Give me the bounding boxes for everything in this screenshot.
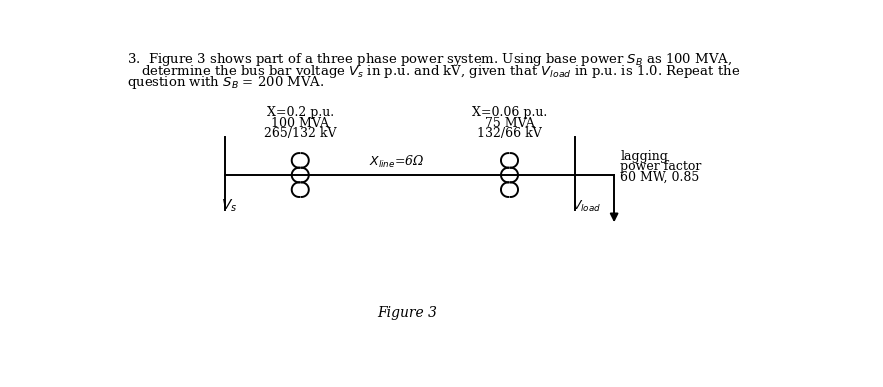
Text: $X_{line}$=6Ω: $X_{line}$=6Ω xyxy=(369,154,425,170)
Text: 60 MW, 0.85: 60 MW, 0.85 xyxy=(621,171,699,184)
Text: Figure 3: Figure 3 xyxy=(377,306,437,320)
Text: 100 MVA: 100 MVA xyxy=(271,116,329,130)
Text: determine the bus bar voltage $V_s$ in p.u. and kV, given that $V_{load}$ in p.u: determine the bus bar voltage $V_s$ in p… xyxy=(141,63,741,80)
Text: power factor: power factor xyxy=(621,160,702,173)
Text: lagging: lagging xyxy=(621,150,668,163)
Text: $V_{load}$: $V_{load}$ xyxy=(571,199,600,214)
Text: 75 MVA: 75 MVA xyxy=(485,116,534,130)
Text: X=0.06 p.u.: X=0.06 p.u. xyxy=(472,106,547,119)
Text: 132/66 kV: 132/66 kV xyxy=(477,127,542,140)
Text: 3.  Figure 3 shows part of a three phase power system. Using base power $S_B$ as: 3. Figure 3 shows part of a three phase … xyxy=(127,51,733,68)
Text: $V_s$: $V_s$ xyxy=(222,197,238,214)
Text: 265/132 kV: 265/132 kV xyxy=(264,127,336,140)
Text: question with $S_B$ = 200 MVA.: question with $S_B$ = 200 MVA. xyxy=(127,74,325,91)
Text: X=0.2 p.u.: X=0.2 p.u. xyxy=(267,106,334,119)
